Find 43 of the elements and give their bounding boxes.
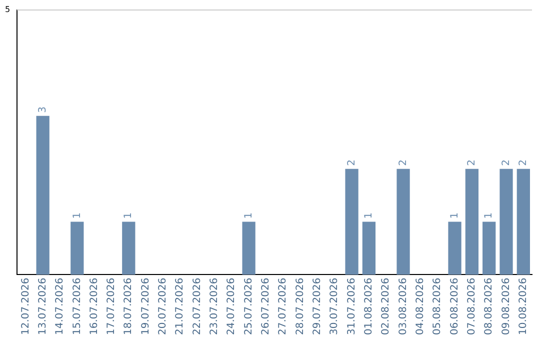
x-tick-label: 13.07.2026 xyxy=(37,278,48,336)
data-label: 2 xyxy=(398,159,409,166)
x-tick-label: 25.07.2026 xyxy=(243,278,254,336)
data-label: 2 xyxy=(466,159,478,166)
x-tick-label: 10.08.2026 xyxy=(518,278,530,336)
x-tick-label: 26.07.2026 xyxy=(260,278,272,336)
x-tick-label: 09.08.2026 xyxy=(500,278,512,336)
data-label: 1 xyxy=(243,212,254,219)
data-label: 2 xyxy=(518,159,530,166)
x-tick-label: 14.07.2026 xyxy=(54,278,66,336)
data-label: 1 xyxy=(72,212,83,219)
x-tick-label: 15.07.2026 xyxy=(72,278,83,336)
x-tick-label: 07.08.2026 xyxy=(466,278,478,336)
x-tick-label: 31.07.2026 xyxy=(346,278,358,336)
x-tick-label: 04.08.2026 xyxy=(415,278,426,336)
x-tick-label: 28.07.2026 xyxy=(294,278,306,336)
y-tick-label: 5 xyxy=(4,5,10,14)
x-tick-label: 30.07.2026 xyxy=(329,278,340,336)
x-tick-label: 19.07.2026 xyxy=(140,278,152,336)
data-label: 1 xyxy=(484,212,495,219)
data-label: 2 xyxy=(346,159,358,166)
data-label: 1 xyxy=(449,212,460,219)
x-tick-label: 17.07.2026 xyxy=(106,278,118,336)
x-tick-label: 02.08.2026 xyxy=(380,278,392,336)
data-label: 1 xyxy=(364,212,375,219)
x-tick-label: 12.07.2026 xyxy=(20,278,32,336)
x-tick-label: 08.08.2026 xyxy=(484,278,495,336)
x-tick-label: 22.07.2026 xyxy=(192,278,203,336)
x-tick-label: 21.07.2026 xyxy=(174,278,186,336)
x-tick-label: 06.08.2026 xyxy=(449,278,460,336)
data-label: 1 xyxy=(123,212,134,219)
x-tick-label: 18.07.2026 xyxy=(123,278,134,336)
data-label: 3 xyxy=(37,106,48,113)
data-label: 2 xyxy=(500,159,512,166)
x-tick-label: 24.07.2026 xyxy=(226,278,238,336)
x-tick-label: 16.07.2026 xyxy=(88,278,100,336)
x-tick-label: 29.07.2026 xyxy=(312,278,324,336)
x-tick-label: 27.07.2026 xyxy=(278,278,289,336)
x-tick-label: 03.08.2026 xyxy=(398,278,409,336)
x-tick-label: 05.08.2026 xyxy=(432,278,444,336)
x-tick-label: 20.07.2026 xyxy=(158,278,169,336)
x-tick-label: 23.07.2026 xyxy=(209,278,220,336)
x-tick-label: 01.08.2026 xyxy=(364,278,375,336)
